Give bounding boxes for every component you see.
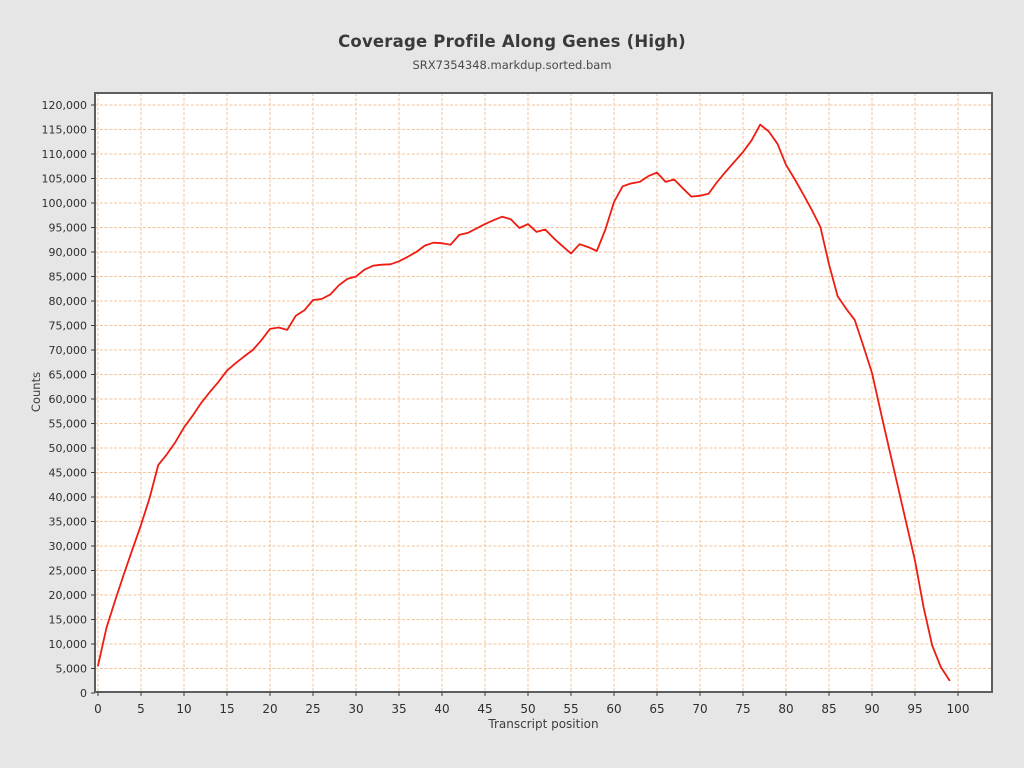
svg-text:90,000: 90,000: [49, 246, 88, 259]
svg-text:110,000: 110,000: [42, 148, 88, 161]
svg-text:80,000: 80,000: [49, 295, 88, 308]
x-tick-labels: 0 5 10 15 20 25 30 35 40 45 50 55 60 65 70 75 80 85 90 95 10…: [94, 702, 969, 716]
plot-area: [95, 93, 992, 692]
svg-text:70,000: 70,000: [49, 344, 88, 357]
svg-text:25,000: 25,000: [49, 565, 88, 578]
svg-text:30,000: 30,000: [49, 540, 88, 553]
svg-text:10: 10: [176, 702, 191, 716]
chart-title: Coverage Profile Along Genes (High): [338, 32, 686, 51]
svg-text:95: 95: [907, 702, 922, 716]
plot-border: [94, 92, 993, 693]
svg-text:50,000: 50,000: [49, 442, 88, 455]
y-axis-title: Counts: [29, 371, 43, 413]
svg-text:35: 35: [391, 702, 406, 716]
svg-text:15,000: 15,000: [49, 614, 88, 627]
svg-text:80: 80: [778, 702, 793, 716]
chart-subtitle: SRX7354348.markdup.sorted.bam: [412, 58, 612, 72]
svg-text:75: 75: [735, 702, 750, 716]
y-tick-labels: 0 5,000 10,000 15,000 20,000 25,000 30,000 35,0…: [42, 99, 88, 700]
svg-text:30: 30: [348, 702, 363, 716]
svg-text:65,000: 65,000: [49, 369, 88, 382]
svg-text:15: 15: [219, 702, 234, 716]
coverage-series-line: [97, 123, 951, 682]
svg-text:35,000: 35,000: [49, 516, 88, 529]
svg-text:20,000: 20,000: [49, 589, 88, 602]
svg-text:0: 0: [94, 702, 102, 716]
svg-text:60,000: 60,000: [49, 393, 88, 406]
svg-text:5,000: 5,000: [56, 663, 88, 676]
grid-lines: [95, 93, 992, 692]
svg-text:5: 5: [137, 702, 145, 716]
svg-text:25: 25: [305, 702, 320, 716]
svg-text:60: 60: [606, 702, 621, 716]
svg-text:45,000: 45,000: [49, 467, 88, 480]
svg-text:65: 65: [649, 702, 664, 716]
svg-text:55,000: 55,000: [49, 418, 88, 431]
svg-text:10,000: 10,000: [49, 638, 88, 651]
svg-text:75,000: 75,000: [49, 320, 88, 333]
axis-ticks: [91, 104, 959, 696]
svg-text:100,000: 100,000: [42, 197, 88, 210]
svg-text:90: 90: [864, 702, 879, 716]
svg-text:40,000: 40,000: [49, 491, 88, 504]
x-axis-title: Transcript position: [488, 717, 599, 731]
svg-text:40: 40: [434, 702, 449, 716]
svg-text:45: 45: [477, 702, 492, 716]
svg-text:55: 55: [563, 702, 578, 716]
svg-text:20: 20: [262, 702, 277, 716]
svg-text:115,000: 115,000: [42, 124, 88, 137]
svg-text:0: 0: [80, 687, 87, 700]
svg-text:50: 50: [520, 702, 535, 716]
svg-text:70: 70: [692, 702, 707, 716]
svg-text:85: 85: [821, 702, 836, 716]
svg-text:120,000: 120,000: [42, 99, 88, 112]
svg-text:95,000: 95,000: [49, 222, 88, 235]
svg-text:85,000: 85,000: [49, 271, 88, 284]
svg-text:100: 100: [947, 702, 970, 716]
svg-text:105,000: 105,000: [42, 173, 88, 186]
